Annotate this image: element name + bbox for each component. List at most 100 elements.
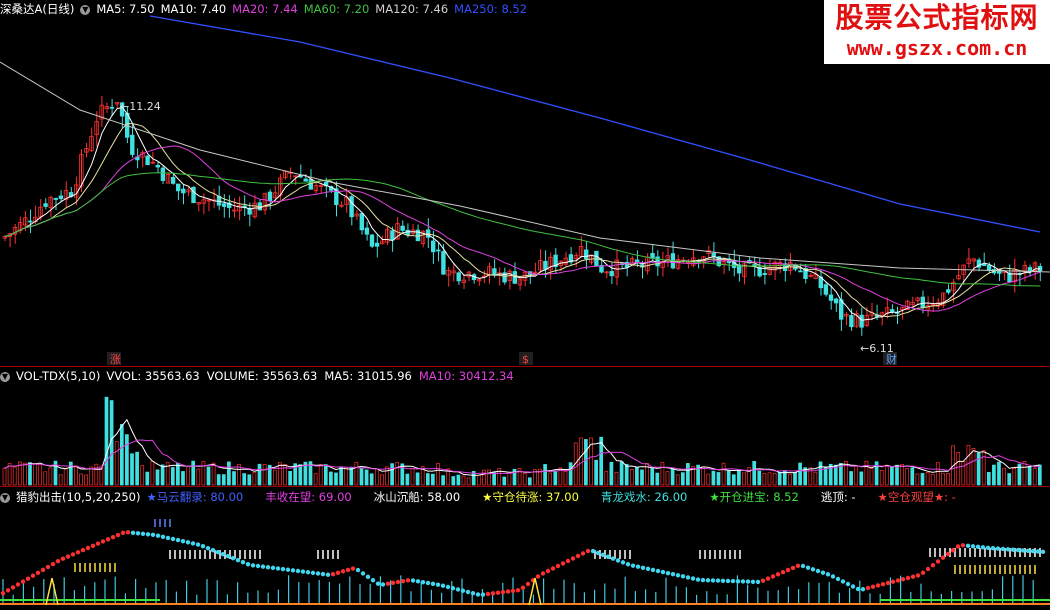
settings-icon[interactable]: ▼ xyxy=(0,371,10,382)
candle-body xyxy=(981,263,987,267)
wave-dot xyxy=(250,563,256,568)
wave-dot xyxy=(1005,547,1011,552)
volume-bar xyxy=(905,468,910,486)
signal-marker: 涨 xyxy=(110,353,121,366)
volume-bar xyxy=(568,462,573,486)
wave-dot xyxy=(170,536,176,542)
volume-bar xyxy=(1032,467,1037,486)
wave-dot xyxy=(450,586,456,591)
volume-bar xyxy=(833,464,838,486)
wave-dot xyxy=(370,578,376,583)
volume-bar xyxy=(1037,464,1042,486)
wave-dot xyxy=(915,573,921,578)
wave-dot xyxy=(975,544,981,549)
volume-bar xyxy=(160,464,165,486)
candle-body xyxy=(252,202,257,218)
wave-dot xyxy=(460,588,466,593)
candle-body xyxy=(599,265,604,273)
wave-dot xyxy=(345,567,351,573)
indicator-name: VOL-TDX(5,10) xyxy=(16,369,101,383)
candle-body xyxy=(63,190,69,200)
volume-bar xyxy=(660,462,665,486)
volume-bar xyxy=(221,474,226,486)
candle-body xyxy=(890,309,895,313)
volume-bar xyxy=(17,461,22,486)
candle-body xyxy=(629,258,635,265)
candle-body xyxy=(339,204,344,207)
wave-dot xyxy=(130,530,136,535)
wave-dot xyxy=(620,560,626,565)
volume-bar xyxy=(303,461,308,486)
candle-body xyxy=(201,199,206,204)
settings-icon[interactable]: ▼ xyxy=(0,492,10,503)
header-value: MA10: 7.40 xyxy=(160,2,227,16)
volume-bar xyxy=(7,463,12,486)
wave-dot xyxy=(650,567,656,573)
wave-dot xyxy=(735,579,741,584)
settings-icon[interactable]: ▼ xyxy=(80,4,91,15)
wave-dot xyxy=(840,579,846,584)
wave-dot xyxy=(220,552,226,557)
candle-body xyxy=(859,314,864,328)
wave-dot xyxy=(80,547,86,553)
volume-bar xyxy=(278,462,282,486)
volume-bar xyxy=(645,463,649,486)
candle-body xyxy=(456,272,461,282)
volume-bar xyxy=(196,468,201,486)
wave-dot xyxy=(750,579,756,584)
wave-dot xyxy=(665,570,671,576)
wave-dot xyxy=(605,554,611,559)
volume-bar xyxy=(624,463,629,486)
volume-bar xyxy=(849,471,853,486)
wave-dot xyxy=(385,581,391,586)
wave-dot xyxy=(555,563,561,569)
wave-dot xyxy=(180,539,186,544)
wave-dot xyxy=(355,567,361,573)
volume-bar xyxy=(920,473,925,486)
wave-dot xyxy=(765,576,771,581)
wave-dot xyxy=(895,578,901,583)
signal-marker: 财 xyxy=(886,352,897,366)
volume-bar xyxy=(992,464,996,486)
wave-dot xyxy=(55,558,61,564)
volume-bar xyxy=(533,469,537,486)
candle-body xyxy=(915,297,920,302)
candle-body xyxy=(390,230,395,241)
wave-dot xyxy=(255,563,261,569)
volume-bar xyxy=(431,473,435,486)
candle-body xyxy=(262,192,268,211)
candle-body xyxy=(548,256,553,271)
wave-dot xyxy=(900,577,906,582)
volume-bar xyxy=(441,475,445,486)
wave-dot xyxy=(50,561,56,567)
volume-bar xyxy=(573,442,578,486)
candle-body xyxy=(451,270,456,274)
volume-bar xyxy=(706,473,711,486)
wave-dot xyxy=(320,571,326,577)
volume-bar xyxy=(986,471,991,486)
wave-dot xyxy=(960,543,966,548)
wave-dot xyxy=(140,531,146,536)
wave-dot xyxy=(730,578,736,584)
volume-bar xyxy=(925,472,930,486)
candle-body xyxy=(446,269,451,276)
volume-bar xyxy=(844,461,848,486)
candle-body xyxy=(160,167,166,181)
candle-body xyxy=(206,199,211,202)
volume-bar xyxy=(344,467,349,486)
wave-dot xyxy=(400,578,406,584)
wave-dot xyxy=(70,552,76,557)
volume-bar xyxy=(364,469,369,486)
wave-dot xyxy=(390,580,396,586)
volume-bar xyxy=(752,461,757,486)
wave-dot xyxy=(350,566,356,571)
wave-dot xyxy=(245,562,251,567)
volume-bar xyxy=(354,462,359,486)
wave-dot xyxy=(335,570,341,575)
candle-body xyxy=(186,189,191,193)
wave-dot xyxy=(110,534,116,540)
ma60-line xyxy=(4,172,1041,287)
volume-bar xyxy=(930,473,935,486)
volume-bar xyxy=(135,451,139,486)
